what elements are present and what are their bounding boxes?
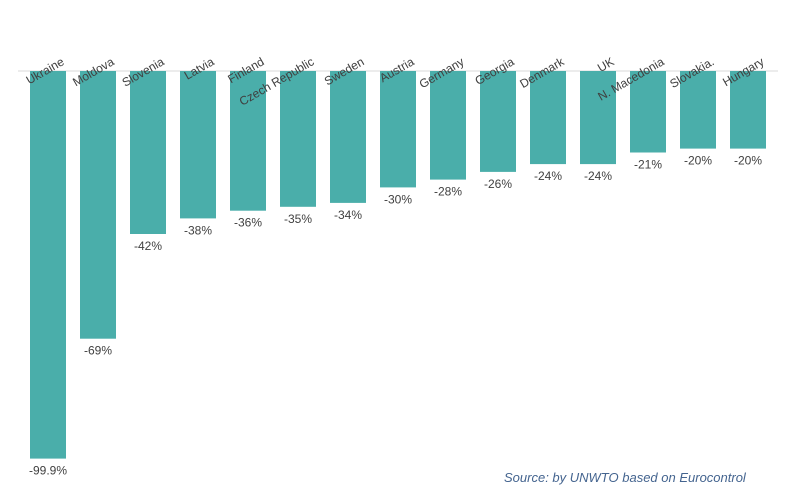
bar-denmark xyxy=(530,71,566,165)
value-label: -20% xyxy=(734,154,762,168)
bar-finland xyxy=(230,71,266,211)
source-note: Source: by UNWTO based on Eurocontrol xyxy=(504,470,746,485)
bar-austria xyxy=(380,71,416,188)
bar-hungary xyxy=(730,71,766,149)
bar-czech-republic xyxy=(280,71,316,207)
value-label: -30% xyxy=(384,192,412,206)
value-label: -24% xyxy=(584,169,612,183)
value-label: -21% xyxy=(634,158,662,172)
value-labels-group: -99.9% -69% -42% -38% -36% -35% -34% -30% -28% -2… xyxy=(29,154,762,478)
bar-germany xyxy=(430,71,466,180)
value-label: -42% xyxy=(134,239,162,253)
value-label: -69% xyxy=(84,344,112,358)
value-label: -38% xyxy=(184,223,212,237)
value-label: -20% xyxy=(684,154,712,168)
bar-sweden xyxy=(330,71,366,203)
bar-uk xyxy=(580,71,616,165)
value-label: -99.9% xyxy=(29,464,67,478)
bar-latvia xyxy=(180,71,216,219)
bar-georgia xyxy=(480,71,516,172)
value-label: -26% xyxy=(484,177,512,191)
value-label: -24% xyxy=(534,169,562,183)
bar-ukraine xyxy=(30,71,66,459)
value-label: -35% xyxy=(284,212,312,226)
bar-n-macedonia xyxy=(630,71,666,153)
bar-moldova xyxy=(80,71,116,339)
bars-group xyxy=(30,71,766,459)
value-label: -36% xyxy=(234,216,262,230)
value-label: -28% xyxy=(434,185,462,199)
value-label: -34% xyxy=(334,208,362,222)
bar-slovenia xyxy=(130,71,166,234)
bar-slovakia xyxy=(680,71,716,149)
